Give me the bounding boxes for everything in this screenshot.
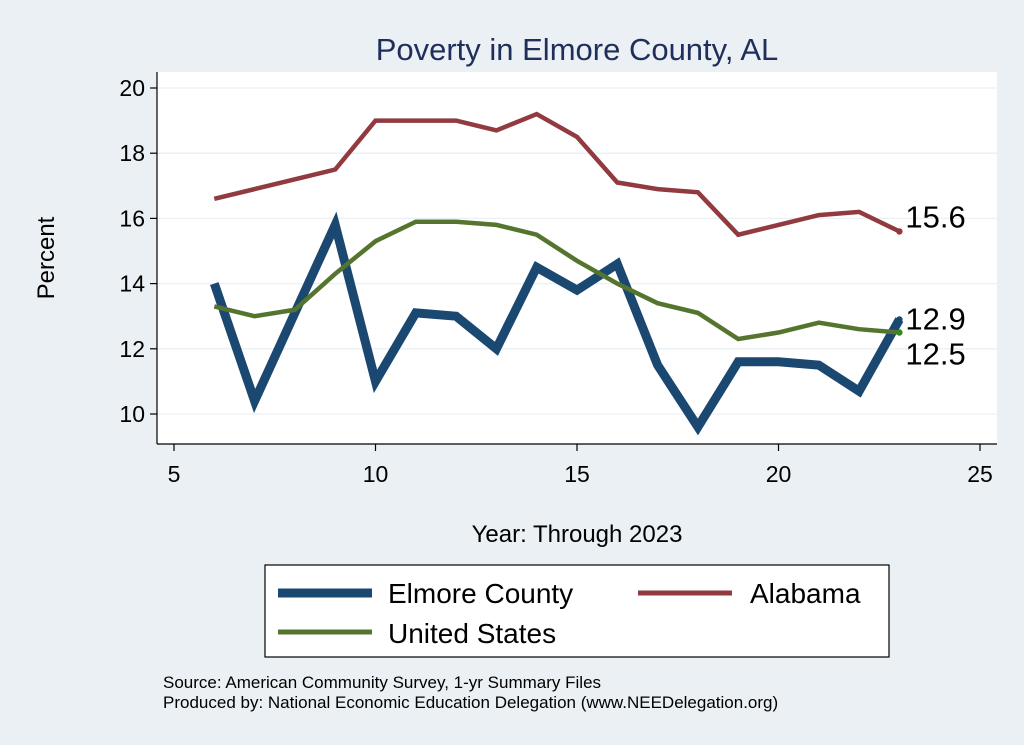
series-line-united-states	[213, 219, 900, 342]
y-tick-label-18: 18	[119, 140, 145, 166]
x-tick-label-15: 15	[564, 461, 590, 487]
end-label-alabama: 15.6	[905, 199, 965, 234]
series-lines	[210, 111, 904, 436]
y-axis-ticks: 10 12 14 16 18 20	[119, 75, 157, 427]
series-line-alabama	[213, 111, 901, 238]
source-note: Source: American Community Survey, 1-yr …	[163, 673, 601, 692]
end-marker-united-states	[896, 329, 903, 336]
legend-label-alabama: Alabama	[750, 578, 861, 609]
y-tick-label-14: 14	[119, 271, 145, 297]
x-tick-label-10: 10	[363, 461, 389, 487]
end-label-elmore-county: 12.9	[905, 301, 965, 336]
y-tick-label-12: 12	[119, 336, 145, 362]
end-labels: 12.9 15.6 12.5	[896, 199, 966, 372]
x-axis-ticks: 5 10 15 20 25	[168, 444, 993, 487]
chart-title: Poverty in Elmore County, AL	[376, 32, 779, 67]
produced-by-note: Produced by: National Economic Education…	[163, 693, 778, 712]
legend-label-elmore-county: Elmore County	[388, 578, 573, 609]
legend-label-united-states: United States	[388, 618, 556, 649]
gridlines	[157, 87, 997, 415]
series-line-elmore-county	[210, 211, 904, 436]
y-tick-label-20: 20	[119, 75, 145, 101]
end-marker-elmore-county	[896, 316, 903, 323]
end-marker-alabama	[896, 228, 903, 235]
end-label-united-states: 12.5	[905, 337, 965, 372]
legend-box	[264, 564, 890, 658]
x-tick-label-25: 25	[967, 461, 993, 487]
plot-area	[157, 72, 997, 444]
y-axis-label: Percent	[33, 216, 60, 299]
legend: Elmore County Alabama United States	[264, 564, 890, 658]
x-tick-label-20: 20	[766, 461, 792, 487]
y-tick-label-16: 16	[119, 205, 145, 231]
y-tick-label-10: 10	[119, 401, 145, 427]
x-axis-label: Year: Through 2023	[472, 521, 683, 548]
x-tick-label-5: 5	[168, 461, 181, 487]
